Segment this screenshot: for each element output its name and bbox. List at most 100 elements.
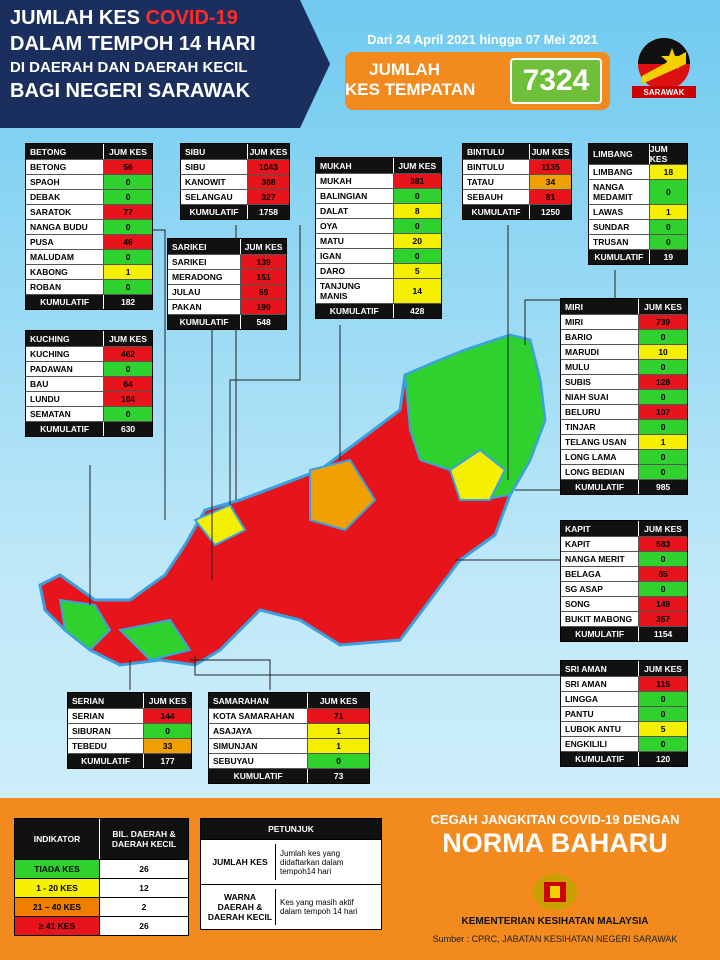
table-row: PUSA 46 [26,234,152,249]
case-count: 8 [393,204,441,218]
case-count: 107 [639,405,687,419]
case-count: 0 [639,330,687,344]
total-value: 73 [333,771,344,781]
table-row: DEBAK 0 [26,189,152,204]
column-header: JUM KES [244,241,283,252]
table-row: OYA 0 [316,218,441,233]
area-name: MULU [561,360,640,374]
case-count: 0 [393,219,441,233]
case-count: 1135 [529,160,571,174]
case-count: 0 [639,360,687,374]
district-table: MUKAH JUM KES MUKAH 381 BALINGIAN 0 DALAT 8 OYA 0… [315,157,442,319]
total-row: KUMULATIF 630 [26,421,152,436]
area-name: ROBAN [26,280,105,294]
total-value: 428 [410,306,425,316]
legend-count: 26 [139,864,149,874]
guide-desc: Kes yang masih aktif dalam tempoh 14 har… [275,889,377,925]
area-name: SIMUNJAN [209,739,309,753]
legend-count: 12 [139,883,149,893]
case-count: 0 [639,707,687,721]
case-count: 18 [649,165,687,179]
table-row: KANOWIT 388 [181,174,289,189]
table-row: BELAGA 65 [561,566,687,581]
total-value: 182 [120,297,136,307]
table-row: ASAJAYA 1 [209,723,369,738]
table-row: PANTU 0 [561,706,687,721]
total-box: JUMLAH KES TEMPATAN 7324 [345,52,610,110]
area-name: TATAU [463,175,530,189]
district-table: SIBU JUM KES SIBU 1043 KANOWIT 388 SELANGAU 327… [180,143,290,220]
table-row: SUBIS 128 [561,374,687,389]
table-row: MUKAH 381 [316,173,441,188]
table-row: SG ASAP 0 [561,581,687,596]
total-row: KUMULATIF 182 [26,294,152,309]
case-count: 64 [104,377,152,391]
case-count: 0 [639,450,687,464]
case-count: 0 [649,180,687,204]
district-title: LIMBANG [589,144,650,164]
total-label: KUMULATIF [68,754,145,768]
case-count: 0 [104,362,152,376]
total-value: 630 [120,424,136,434]
total-value: 1758 [259,207,278,217]
district-table: BINTULU JUM KES BINTULU 1135 TATAU 34 SEBAUH 81… [462,143,572,220]
case-count: 739 [639,315,687,329]
column-header: JUM KES [109,146,147,157]
case-count: 1 [308,724,369,738]
table-row: SARIKEI 139 [168,254,286,269]
column-header: JUM KES [649,144,668,164]
case-count: 149 [639,597,687,611]
area-name: BAU [26,377,105,391]
table-row: SERIAN 144 [68,708,191,723]
table-header: LIMBANG JUM KES [589,144,687,164]
district-title: SIBU [181,144,248,159]
case-count: 115 [639,677,687,691]
legend-row: 21 – 40 KES 2 [15,897,188,916]
area-name: MUKAH [316,174,394,188]
case-count: 5 [639,722,687,736]
district-table: BETONG JUM KES BETONG 56 SPAOH 0 DEBAK 0 SARATOK… [25,143,153,310]
table-row: NIAH SUAI 0 [561,389,687,404]
legend-table: INDIKATOR BIL. DAERAH & DAERAH KECIL TIADA… [14,818,189,936]
area-name: KABONG [26,265,105,279]
table-row: JULAU 59 [168,284,286,299]
area-name: DALAT [316,204,394,218]
case-count: 462 [104,347,152,361]
area-name: TRUSAN [589,235,650,249]
case-count: 0 [393,249,441,263]
legend-row: 1 - 20 KES 12 [15,878,188,897]
table-row: KABONG 1 [26,264,152,279]
area-name: BINTULU [463,160,530,174]
district-title: SRI AMAN [561,661,640,676]
legend-label: 1 - 20 KES [15,879,100,897]
case-count: 20 [393,234,441,248]
header-banner: JUMLAH KES COVID-19 DALAM TEMPOH 14 HARI… [0,0,330,128]
table-row: LONG LAMA 0 [561,449,687,464]
area-name: LAWAS [589,205,650,219]
area-name: LINGGA [561,692,640,706]
table-header: MUKAH JUM KES [316,158,441,173]
table-row: MIRI 739 [561,314,687,329]
table-row: MARUDI 10 [561,344,687,359]
area-name: TINJAR [561,420,640,434]
guide-row: WARNA DAERAH & DAERAH KECIL Kes yang masi… [201,884,381,929]
table-header: SERIAN JUM KES [68,693,191,708]
area-name: PUSA [26,235,105,249]
district-table: KAPIT JUM KES KAPIT 583 NANGA MERIT 0 BELAGA 65… [560,520,688,642]
badge-label: SARAWAK [644,88,685,97]
sarawak-badge: SARAWAK [632,38,696,98]
table-row: TANJUNG MANIS 14 [316,278,441,303]
case-count: 1 [308,739,369,753]
total-label: KES TEMPATAN [345,79,476,99]
legend-label: ≥ 41 KES [15,917,100,935]
area-name: MATU [316,234,394,248]
title-prefix: JUMLAH KES [10,7,141,29]
area-name: BARIO [561,330,640,344]
area-name: BELAGA [561,567,640,581]
total-label: KUMULATIF [168,315,242,329]
case-count: 0 [393,189,441,203]
table-row: SEBAUH 81 [463,189,571,204]
table-row: LONG BEDIAN 0 [561,464,687,479]
table-row: SEMATAN 0 [26,406,152,421]
